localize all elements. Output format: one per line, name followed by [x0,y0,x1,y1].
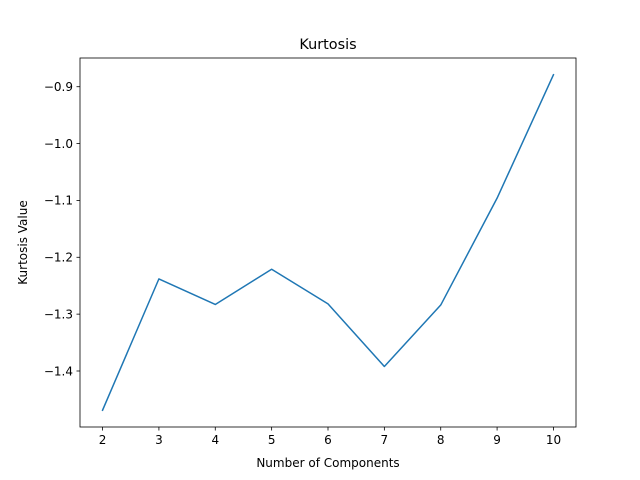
y-tick-label: −1.2 [44,251,73,265]
x-tick-label: 9 [493,433,501,447]
plot-area: 2 3 4 5 6 7 8 9 10 −1.4 −1.3 −1.2 −1.1 −1.0 −0.9 [44,73,561,447]
y-tick-label: −1.1 [44,194,73,208]
axes-frame [79,57,577,428]
x-axis-label: Number of Components [256,456,399,470]
x-tick-label: 2 [99,433,107,447]
x-tick-label: 7 [381,433,389,447]
y-tick-label: −1.0 [44,137,73,151]
x-tick-label: 10 [546,433,561,447]
y-tick-label: −0.9 [44,80,73,94]
series-line [101,73,555,412]
x-tick-label: 5 [268,433,276,447]
x-tick-label: 8 [437,433,445,447]
x-tick-label: 3 [155,433,163,447]
y-tick-label: −1.3 [44,307,73,321]
y-tick-label: −1.4 [44,364,73,378]
x-tick-label: 6 [324,433,332,447]
chart-title: Kurtosis [299,37,356,53]
y-axis-label: Kurtosis Value [16,200,30,284]
x-tick-label: 4 [211,433,219,447]
